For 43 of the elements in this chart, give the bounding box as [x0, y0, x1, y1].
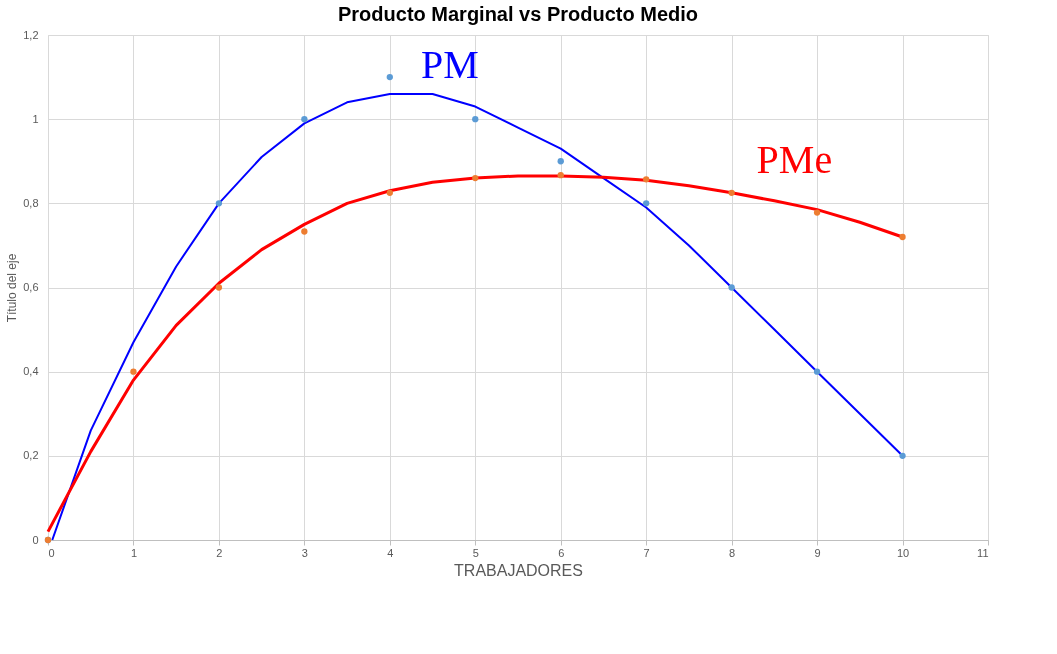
- x-tick-label: 2: [216, 546, 223, 559]
- series-label: PMe: [756, 136, 833, 182]
- point: [472, 174, 479, 182]
- y-tick-label: 0,6: [23, 281, 39, 293]
- point: [301, 228, 308, 235]
- y-tick-label: 0,8: [23, 196, 39, 209]
- point: [728, 189, 735, 196]
- x-tick-label: 0: [48, 546, 55, 559]
- y-tick-label: 0: [32, 533, 39, 546]
- point: [643, 200, 650, 207]
- point: [472, 116, 479, 123]
- point: [215, 200, 223, 207]
- x-tick-label: 3: [301, 546, 308, 559]
- y-axis-title: Título del eje: [5, 253, 20, 323]
- x-tick-label: 9: [814, 546, 821, 559]
- y-tick-label: 1,2: [23, 28, 39, 41]
- x-tick-label: 7: [643, 546, 650, 559]
- point: [130, 368, 137, 375]
- series-label: PM: [420, 41, 479, 87]
- x-tick-label: 11: [977, 546, 989, 559]
- point: [215, 284, 223, 291]
- point: [813, 209, 821, 216]
- x-tick-label: 6: [558, 546, 565, 559]
- x-axis-title: TRABAJADORES: [454, 561, 583, 579]
- point: [728, 284, 735, 291]
- point: [643, 176, 650, 183]
- x-tick-label: 10: [896, 546, 910, 559]
- point: [386, 73, 393, 81]
- point: [813, 368, 821, 375]
- x-tick-label: 4: [387, 546, 394, 559]
- x-tick-label: 1: [130, 546, 138, 559]
- y-tick-label: 0,2: [23, 449, 39, 462]
- point: [301, 116, 308, 123]
- x-tick-label: 8: [729, 546, 736, 559]
- point: [899, 233, 906, 241]
- point: [557, 158, 564, 165]
- y-tick-label: 1: [32, 112, 39, 125]
- x-tick-label: 5: [472, 546, 479, 559]
- chart-title: Producto Marginal vs Producto Medio: [337, 3, 699, 25]
- point: [557, 171, 564, 179]
- y-tick-label: 0,4: [23, 365, 39, 378]
- point: [899, 452, 906, 459]
- point: [386, 189, 393, 196]
